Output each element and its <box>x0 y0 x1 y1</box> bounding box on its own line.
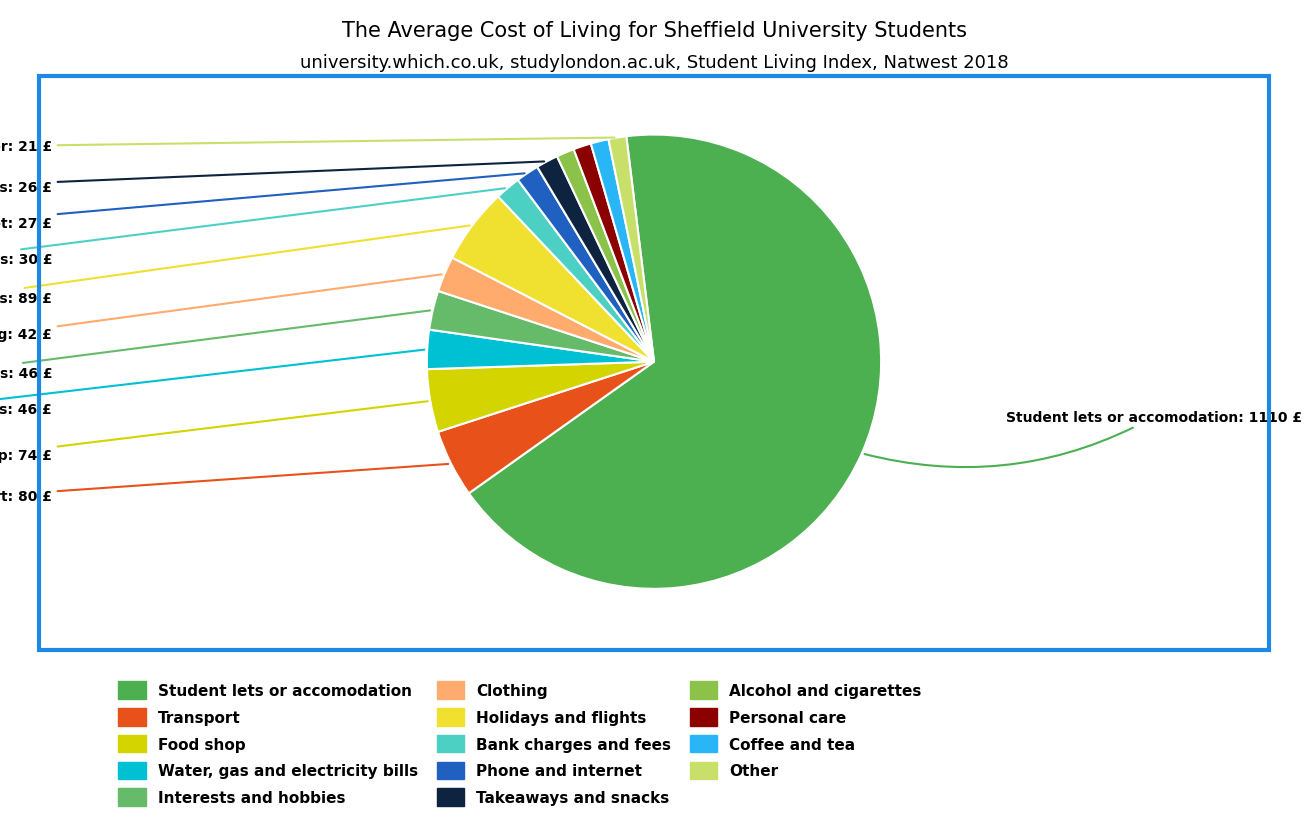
Text: Food shop: 74 £: Food shop: 74 £ <box>0 402 428 462</box>
Wedge shape <box>557 150 654 363</box>
Wedge shape <box>426 363 654 432</box>
Wedge shape <box>453 197 654 363</box>
Text: Student lets or accomodation: 1110 £: Student lets or accomodation: 1110 £ <box>865 410 1301 468</box>
Wedge shape <box>574 144 654 363</box>
Wedge shape <box>438 258 654 363</box>
Wedge shape <box>426 330 654 370</box>
Wedge shape <box>591 140 654 363</box>
Text: Other: 21 £: Other: 21 £ <box>0 138 615 154</box>
Legend: Student lets or accomodation, Transport, Food shop, Water, gas and electricity b: Student lets or accomodation, Transport,… <box>112 675 927 812</box>
Text: university.which.co.uk, studylondon.ac.uk, Student Living Index, Natwest 2018: university.which.co.uk, studylondon.ac.u… <box>300 54 1008 72</box>
Text: Holidays and flights: 89 £: Holidays and flights: 89 £ <box>0 226 470 306</box>
Wedge shape <box>538 157 654 363</box>
Text: The Average Cost of Living for Sheffield University Students: The Average Cost of Living for Sheffield… <box>341 21 967 41</box>
Text: Water, gas and electricity bills: 46 £: Water, gas and electricity bills: 46 £ <box>0 350 424 416</box>
Wedge shape <box>429 291 654 363</box>
Text: Bank charges and fees: 30 £: Bank charges and fees: 30 £ <box>0 189 505 267</box>
Wedge shape <box>518 167 654 363</box>
Wedge shape <box>498 181 654 363</box>
Wedge shape <box>608 137 654 363</box>
Text: Interests and hobbies: 46 £: Interests and hobbies: 46 £ <box>0 311 430 381</box>
Text: Clothing: 42 £: Clothing: 42 £ <box>0 275 442 342</box>
Text: Takeaways and snacks: 26 £: Takeaways and snacks: 26 £ <box>0 162 544 195</box>
Text: Phone and internet: 27 £: Phone and internet: 27 £ <box>0 174 525 231</box>
Wedge shape <box>438 363 654 493</box>
Text: Transport: 80 £: Transport: 80 £ <box>0 465 449 503</box>
Wedge shape <box>468 136 882 589</box>
